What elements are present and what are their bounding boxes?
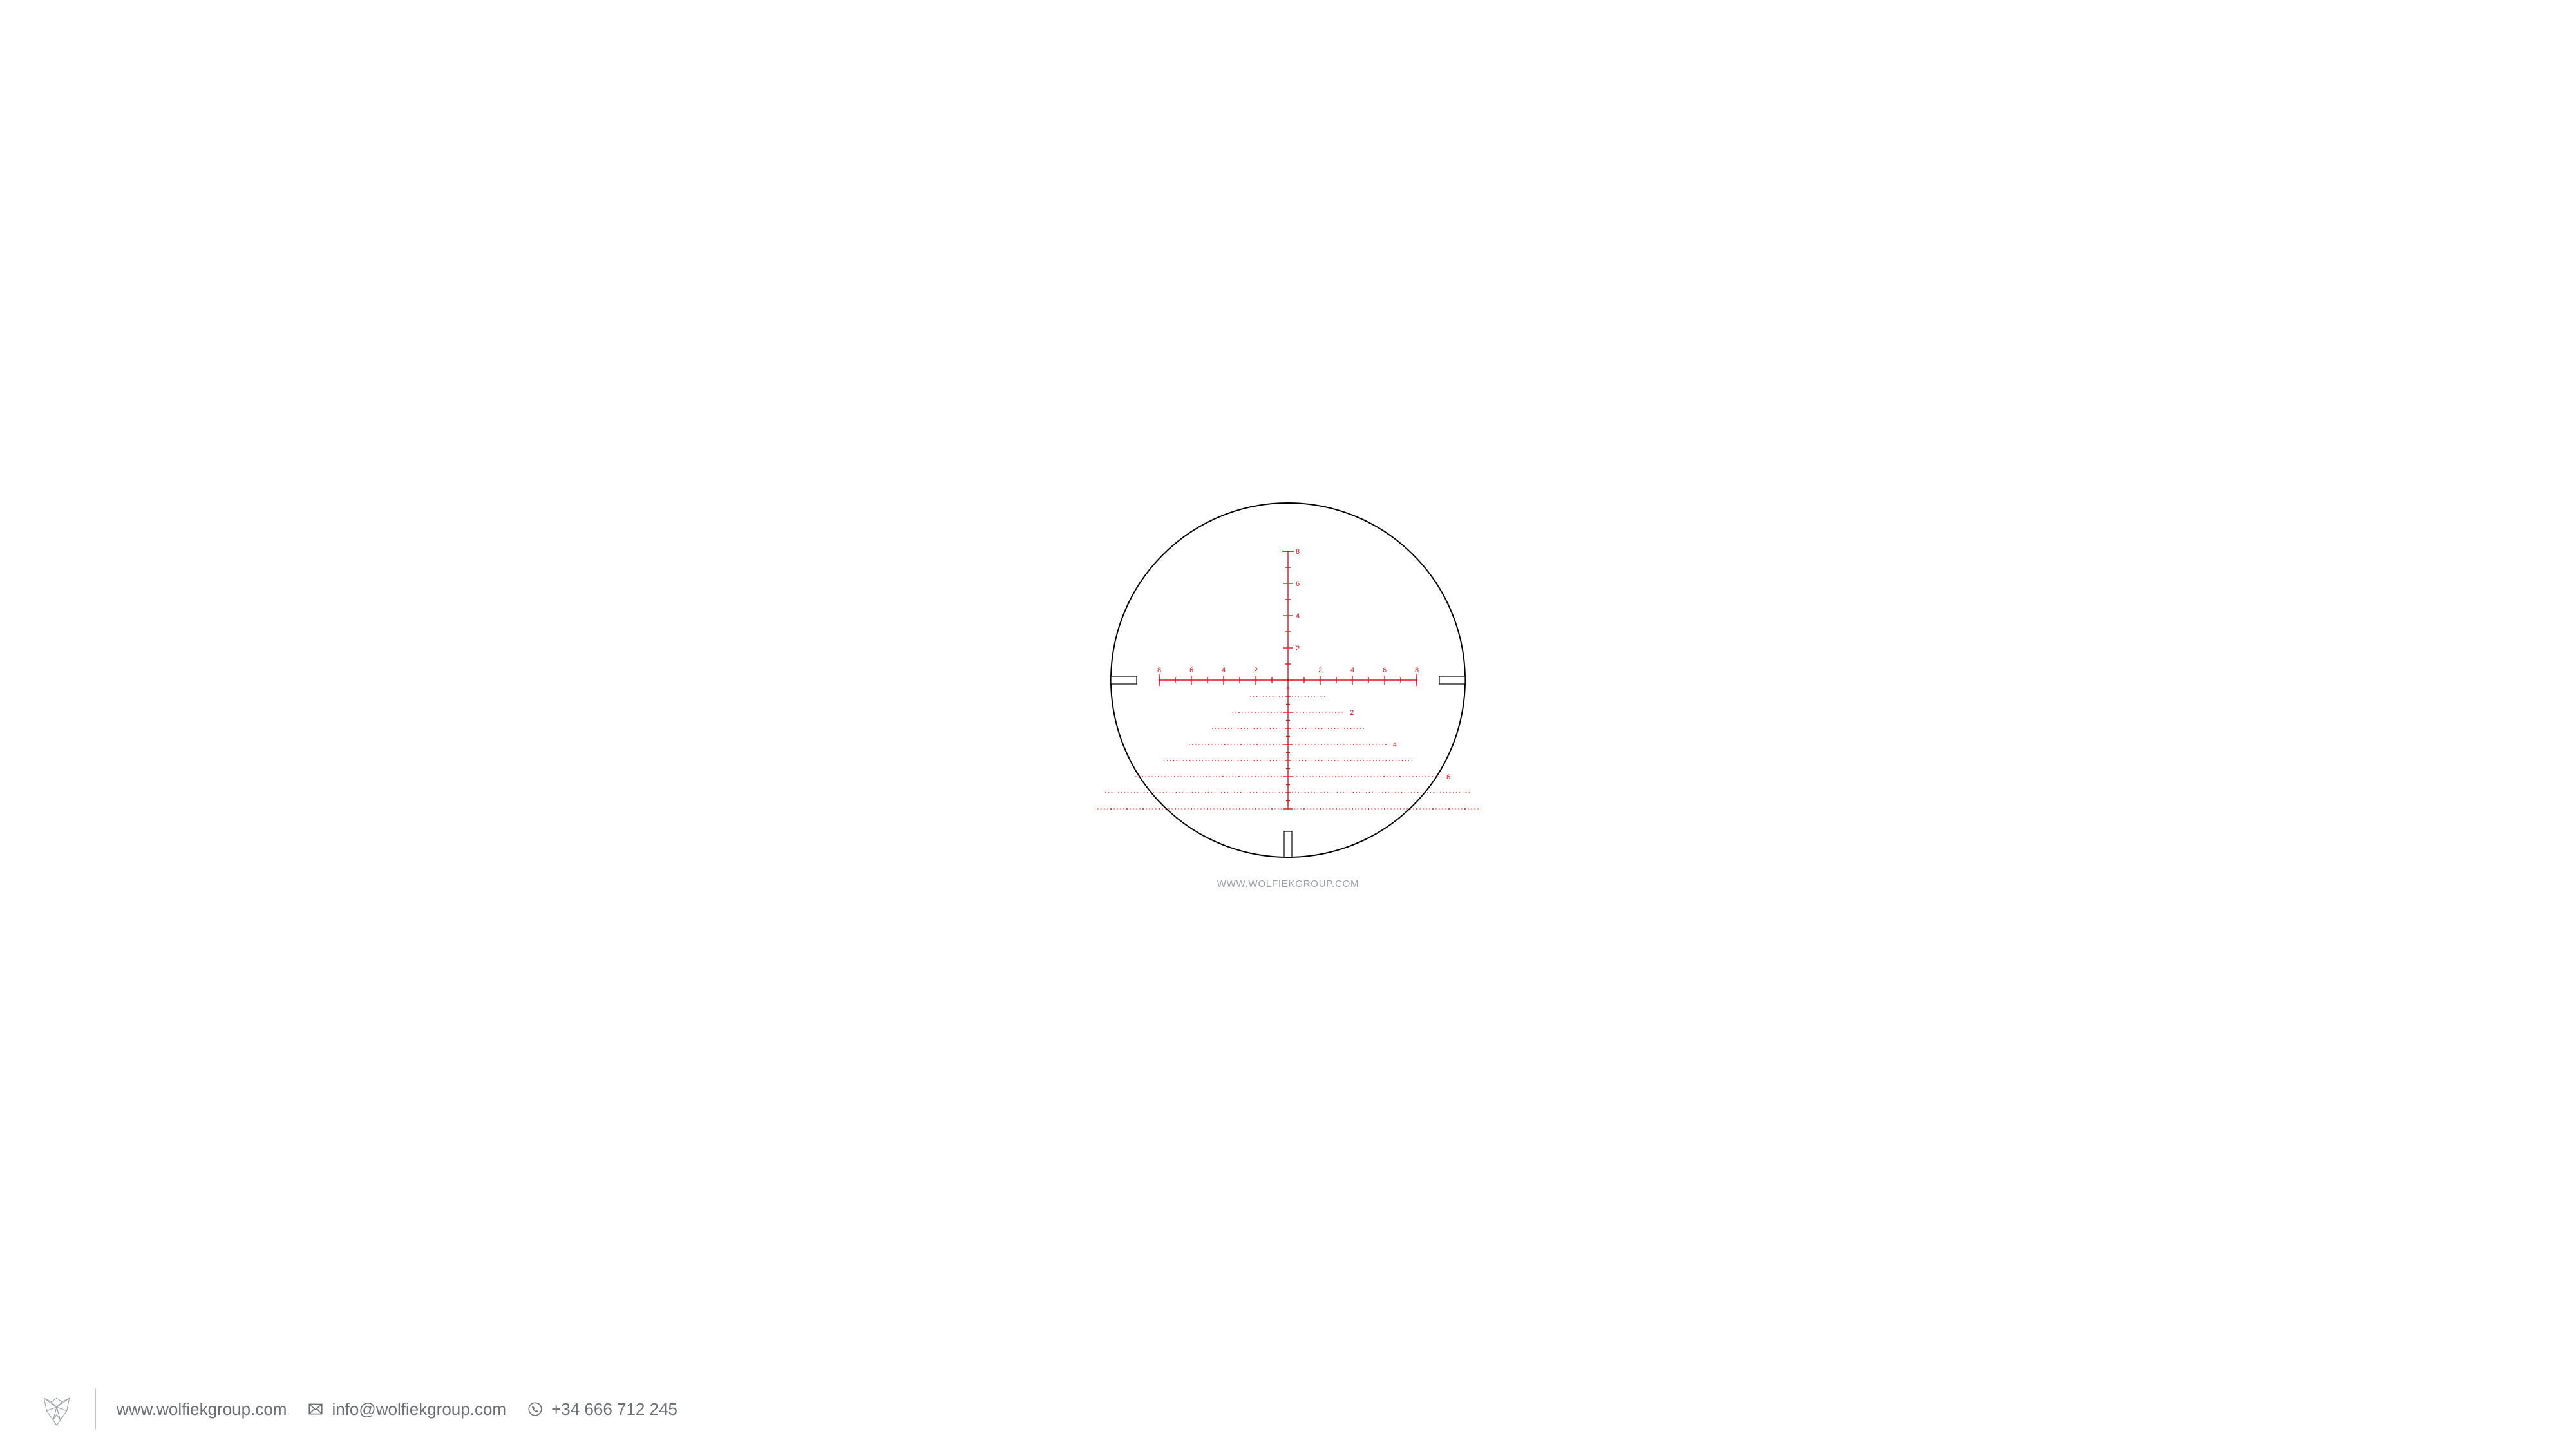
whatsapp-icon [527,1401,544,1417]
mail-icon [307,1401,324,1417]
email-text: info@wolfiekgroup.com [332,1399,506,1419]
svg-text:6: 6 [1446,773,1450,781]
reticle-diagram: 2244668824682468 [1095,487,1481,873]
svg-text:4: 4 [1222,667,1226,674]
page: 2244668824682468 WWW.WOLFIEKGROUP.COM ww… [0,0,2576,1449]
svg-text:4: 4 [1350,667,1354,674]
phone-text: +34 666 712 245 [551,1399,677,1419]
footer-phone[interactable]: +34 666 712 245 [527,1399,677,1419]
svg-text:2: 2 [1350,709,1354,717]
svg-text:2: 2 [1296,645,1300,652]
svg-text:8: 8 [1296,548,1300,556]
footer-website[interactable]: www.wolfiekgroup.com [117,1399,287,1419]
footer-separator [95,1388,96,1430]
svg-text:2: 2 [1254,667,1258,674]
footer: www.wolfiekgroup.com info@wolfiekgroup.c… [0,1376,2576,1449]
svg-text:8: 8 [1415,667,1419,674]
svg-text:6: 6 [1189,667,1193,674]
website-text: www.wolfiekgroup.com [117,1399,287,1419]
svg-text:2: 2 [1318,667,1322,674]
svg-text:8: 8 [1157,667,1161,674]
svg-text:6: 6 [1296,580,1300,588]
logo-wolf-icon [39,1391,75,1427]
footer-email[interactable]: info@wolfiekgroup.com [307,1399,506,1419]
diagram-area: 2244668824682468 WWW.WOLFIEKGROUP.COM [0,0,2576,1376]
svg-text:4: 4 [1393,741,1397,749]
watermark-text: WWW.WOLFIEKGROUP.COM [1217,878,1359,889]
svg-text:4: 4 [1296,612,1300,620]
svg-text:6: 6 [1383,667,1387,674]
